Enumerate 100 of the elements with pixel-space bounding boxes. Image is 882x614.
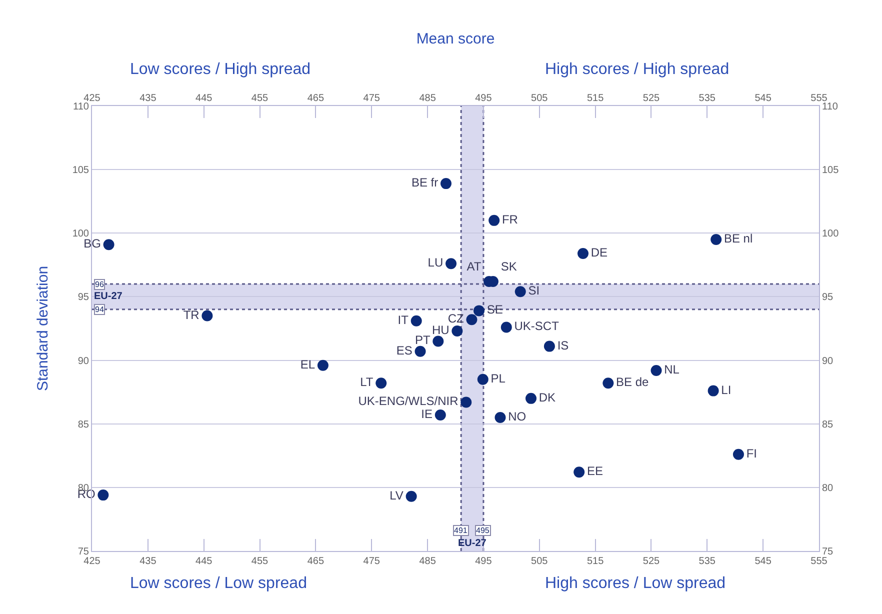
point <box>410 315 422 326</box>
point <box>650 364 662 376</box>
point <box>434 409 446 420</box>
text: High scores / Low spread <box>545 575 726 592</box>
x2-tick-label: 525 <box>642 556 660 567</box>
point <box>710 234 722 245</box>
point <box>488 214 500 226</box>
series-label: UK-SCT <box>514 319 560 334</box>
point <box>514 286 526 298</box>
point <box>440 178 452 190</box>
ref-line-label: 94 <box>95 305 104 314</box>
point <box>317 360 328 371</box>
series-label: LV <box>390 488 404 502</box>
point <box>574 466 585 478</box>
x2-tick-label: 535 <box>698 556 716 567</box>
y-tick-label: 95 <box>78 292 90 304</box>
x-tick-label: 425 <box>84 93 101 104</box>
point <box>500 322 512 333</box>
x2-tick-label: 555 <box>810 556 828 567</box>
point <box>452 326 463 337</box>
x2-tick-label: 455 <box>251 556 269 567</box>
x2-tick-label: 485 <box>419 556 436 567</box>
x-tick-label: 445 <box>196 93 213 104</box>
point <box>494 412 506 423</box>
x2-tick-label: 475 <box>363 556 380 567</box>
series-label: AT <box>466 260 482 274</box>
series-label: FR <box>502 212 518 226</box>
series-label: LT <box>360 375 374 390</box>
point <box>432 336 444 347</box>
y-axis-title: Standard deviation <box>34 266 52 392</box>
point <box>473 305 484 316</box>
series-label: NO <box>508 410 526 424</box>
x-tick-label: 505 <box>531 93 548 104</box>
series-label: SK <box>500 260 517 274</box>
point <box>544 340 555 352</box>
x2-tick-label: 425 <box>84 556 101 567</box>
series-label: PT <box>414 333 431 348</box>
x-tick-label: 475 <box>363 93 380 104</box>
x2-tick-label: 465 <box>307 556 324 567</box>
x2-axis-title: Mean score <box>416 30 495 48</box>
point <box>466 314 478 326</box>
text: Low scores / Low spread <box>130 575 307 592</box>
series-label: HU <box>432 323 450 338</box>
series-label: EL <box>300 357 316 372</box>
y-tick-label: 105 <box>72 165 90 176</box>
point <box>578 248 588 259</box>
point <box>414 346 426 357</box>
series-label: NL <box>664 362 680 376</box>
y-tick-label: 110 <box>73 102 90 112</box>
x2-tick-label: 445 <box>196 556 213 567</box>
x-tick-label: 435 <box>140 93 157 104</box>
series-label: DE <box>590 245 608 260</box>
x-tick-label: 455 <box>251 93 269 104</box>
y2-tick-label: 95 <box>822 292 834 304</box>
x-tick-label: 515 <box>586 93 604 104</box>
point <box>446 258 457 270</box>
x-tick-label: 485 <box>419 93 436 104</box>
x-tick-label: 465 <box>307 93 324 104</box>
y2-tick-label: 110 <box>822 102 838 112</box>
series-label: IE <box>421 406 433 421</box>
series-label: BE nl <box>724 232 753 246</box>
x2-tick-label: 435 <box>140 556 157 567</box>
y-tick-label: 85 <box>78 419 90 430</box>
y2-tick-label: 75 <box>822 546 834 558</box>
x-tick-label: 545 <box>754 93 772 104</box>
point <box>460 396 472 408</box>
series-label: IS <box>557 338 569 352</box>
point <box>732 448 744 460</box>
y2-tick-label: 100 <box>822 228 840 240</box>
ref-line-label: 96 <box>95 280 104 289</box>
y2-tick-label: 90 <box>822 356 834 367</box>
y-tick-label: 75 <box>78 546 90 558</box>
y-tick-label: 90 <box>78 356 90 367</box>
x2-tick-label: 505 <box>531 556 548 567</box>
series-label: PL <box>490 371 506 386</box>
ref-line-label: 491 <box>454 526 468 535</box>
x2-tick-label: 515 <box>586 556 604 567</box>
series-label: ES <box>396 343 412 358</box>
band-label: EU-27 <box>94 291 123 302</box>
x2-tick-label: 495 <box>475 556 492 567</box>
y2-tick-label: 80 <box>822 482 834 494</box>
series-label: SE <box>486 302 503 317</box>
series-label: TR <box>183 308 200 322</box>
series-label: CZ <box>448 312 464 326</box>
point <box>103 239 114 250</box>
band-label: EU-27 <box>458 538 487 549</box>
series-label: BE de <box>616 375 650 390</box>
point <box>98 490 109 501</box>
point <box>526 392 536 404</box>
text: Low scores / High spread <box>130 61 311 78</box>
y2-tick-label: 105 <box>822 165 840 176</box>
series-label: LI <box>721 382 732 397</box>
series-label: DK <box>538 390 556 404</box>
x-tick-label: 535 <box>698 93 716 104</box>
text: High scores / High spread <box>545 61 730 78</box>
series-label: LU <box>428 256 444 270</box>
series-label: FI <box>746 446 758 460</box>
x-tick-label: 525 <box>642 93 660 104</box>
point <box>406 490 417 502</box>
series-label: IT <box>398 312 410 327</box>
